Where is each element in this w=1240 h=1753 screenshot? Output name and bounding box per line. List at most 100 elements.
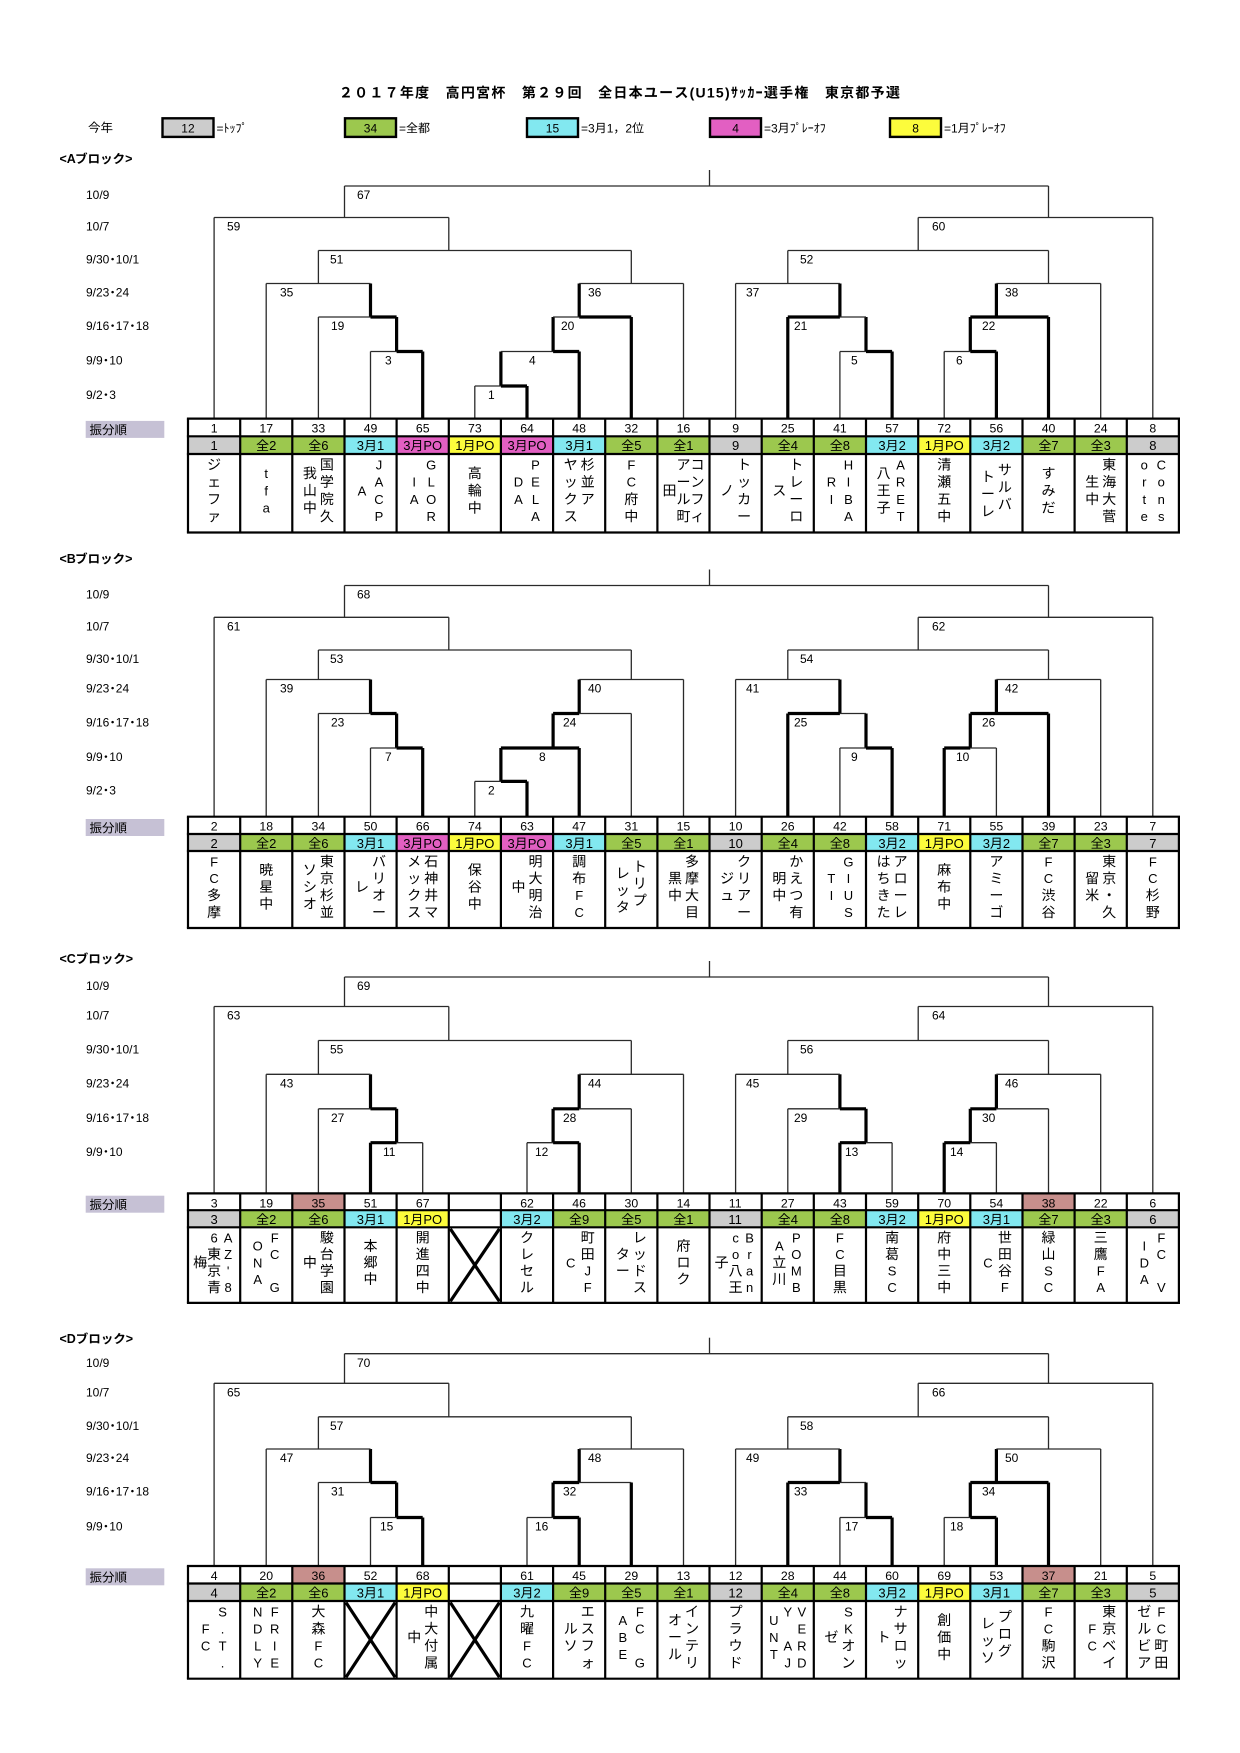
svg-text:10: 10 <box>109 1520 123 1534</box>
svg-text:1: 1 <box>211 438 218 453</box>
svg-text:C: C <box>314 1656 323 1671</box>
svg-text:9/30: 9/30 <box>86 1043 110 1057</box>
svg-text:10/7: 10/7 <box>86 220 110 234</box>
svg-text:(U15): (U15) <box>690 85 731 101</box>
svg-text:N: N <box>769 1630 778 1645</box>
svg-text:PO: PO <box>528 836 547 851</box>
svg-text:E: E <box>618 1647 627 1662</box>
svg-text:10: 10 <box>728 836 742 851</box>
svg-text:F: F <box>584 1280 592 1295</box>
svg-text:F: F <box>1157 1604 1165 1619</box>
svg-text:7: 7 <box>1051 836 1058 851</box>
svg-text:9/9: 9/9 <box>86 750 103 764</box>
svg-text:s: s <box>1158 509 1165 524</box>
svg-text:G: G <box>843 854 853 869</box>
svg-text:6: 6 <box>956 354 963 368</box>
svg-text:4: 4 <box>791 1585 798 1600</box>
svg-text:3: 3 <box>211 1212 218 1227</box>
svg-text:>: > <box>125 152 132 166</box>
svg-text:48: 48 <box>572 422 586 436</box>
svg-text:3: 3 <box>1104 836 1111 851</box>
svg-text:E: E <box>270 1656 279 1671</box>
svg-text:5: 5 <box>634 1212 641 1227</box>
svg-text:32: 32 <box>625 422 639 436</box>
svg-text:1: 1 <box>925 438 932 453</box>
svg-text:I: I <box>830 492 834 507</box>
svg-text:e: e <box>1141 509 1148 524</box>
svg-text:10/1: 10/1 <box>116 1419 140 1433</box>
svg-text:H: H <box>844 458 853 473</box>
svg-text:F: F <box>627 458 635 473</box>
svg-text:49: 49 <box>746 1451 760 1465</box>
svg-text:17: 17 <box>116 716 130 730</box>
svg-text:P: P <box>531 458 540 473</box>
svg-text:56: 56 <box>990 422 1004 436</box>
svg-text:17: 17 <box>845 1520 859 1534</box>
svg-text:F: F <box>314 1639 322 1654</box>
svg-text:2: 2 <box>1003 836 1010 851</box>
svg-text:60: 60 <box>932 220 946 234</box>
svg-text:8: 8 <box>912 121 919 135</box>
svg-text:D: D <box>797 1656 806 1671</box>
svg-text:1: 1 <box>377 836 384 851</box>
svg-text:39: 39 <box>1042 820 1056 834</box>
svg-text:3: 3 <box>513 1585 520 1600</box>
svg-text:8: 8 <box>1149 422 1156 436</box>
svg-text:1: 1 <box>686 836 693 851</box>
svg-text:21: 21 <box>1094 1569 1108 1583</box>
svg-text:13: 13 <box>677 1569 691 1583</box>
svg-text:8: 8 <box>1149 438 1156 453</box>
svg-text:I: I <box>1142 1239 1146 1254</box>
svg-text:3: 3 <box>513 1212 520 1227</box>
svg-text:1: 1 <box>686 1585 693 1600</box>
svg-text:5: 5 <box>634 1585 641 1600</box>
svg-text:F: F <box>271 1604 279 1619</box>
svg-text:B: B <box>745 1230 754 1245</box>
svg-text:B: B <box>618 1630 627 1645</box>
svg-text:9/30: 9/30 <box>86 1419 110 1433</box>
svg-text:PO: PO <box>528 438 547 453</box>
svg-text:67: 67 <box>357 188 371 202</box>
svg-text:10/9: 10/9 <box>86 188 110 202</box>
svg-text:46: 46 <box>1005 1077 1019 1091</box>
svg-text:36: 36 <box>312 1569 326 1583</box>
svg-text:44: 44 <box>833 1569 847 1583</box>
svg-text:44: 44 <box>588 1077 602 1091</box>
svg-text:A: A <box>775 1239 784 1254</box>
svg-text:71: 71 <box>937 820 951 834</box>
svg-text:37: 37 <box>746 286 760 300</box>
svg-text:S: S <box>888 1264 897 1279</box>
svg-text:9: 9 <box>582 1585 589 1600</box>
svg-text:C: C <box>1044 871 1053 886</box>
svg-text:1: 1 <box>586 836 593 851</box>
svg-text:9/16: 9/16 <box>86 1111 110 1125</box>
svg-text:70: 70 <box>937 1196 951 1210</box>
svg-text:11: 11 <box>729 1196 742 1210</box>
svg-text:9/30: 9/30 <box>86 652 110 666</box>
svg-text:PO: PO <box>945 1585 964 1600</box>
svg-text:1: 1 <box>488 388 495 402</box>
svg-text:68: 68 <box>416 1569 430 1583</box>
svg-text:o: o <box>732 1247 739 1262</box>
svg-text:A: A <box>514 492 523 507</box>
svg-text:14: 14 <box>950 1145 964 1159</box>
svg-text:64: 64 <box>520 422 534 436</box>
svg-text:2: 2 <box>488 784 495 798</box>
svg-text:3: 3 <box>878 438 885 453</box>
svg-text:9: 9 <box>732 438 739 453</box>
svg-text:6: 6 <box>321 438 328 453</box>
svg-text:U: U <box>844 888 853 903</box>
svg-text:73: 73 <box>468 422 482 436</box>
svg-text:E: E <box>797 1622 806 1637</box>
svg-text:n: n <box>1158 492 1165 507</box>
svg-text:A: A <box>844 509 853 524</box>
svg-text:29: 29 <box>625 1569 639 1583</box>
svg-text:3: 3 <box>1104 1585 1111 1600</box>
svg-text:C: C <box>1044 1280 1053 1295</box>
svg-text:C: C <box>983 1255 992 1270</box>
svg-text:69: 69 <box>937 1569 951 1583</box>
svg-text:18: 18 <box>259 820 273 834</box>
svg-text:=1: =1 <box>944 121 958 135</box>
svg-text:T: T <box>219 1639 227 1654</box>
svg-text:35: 35 <box>280 286 294 300</box>
